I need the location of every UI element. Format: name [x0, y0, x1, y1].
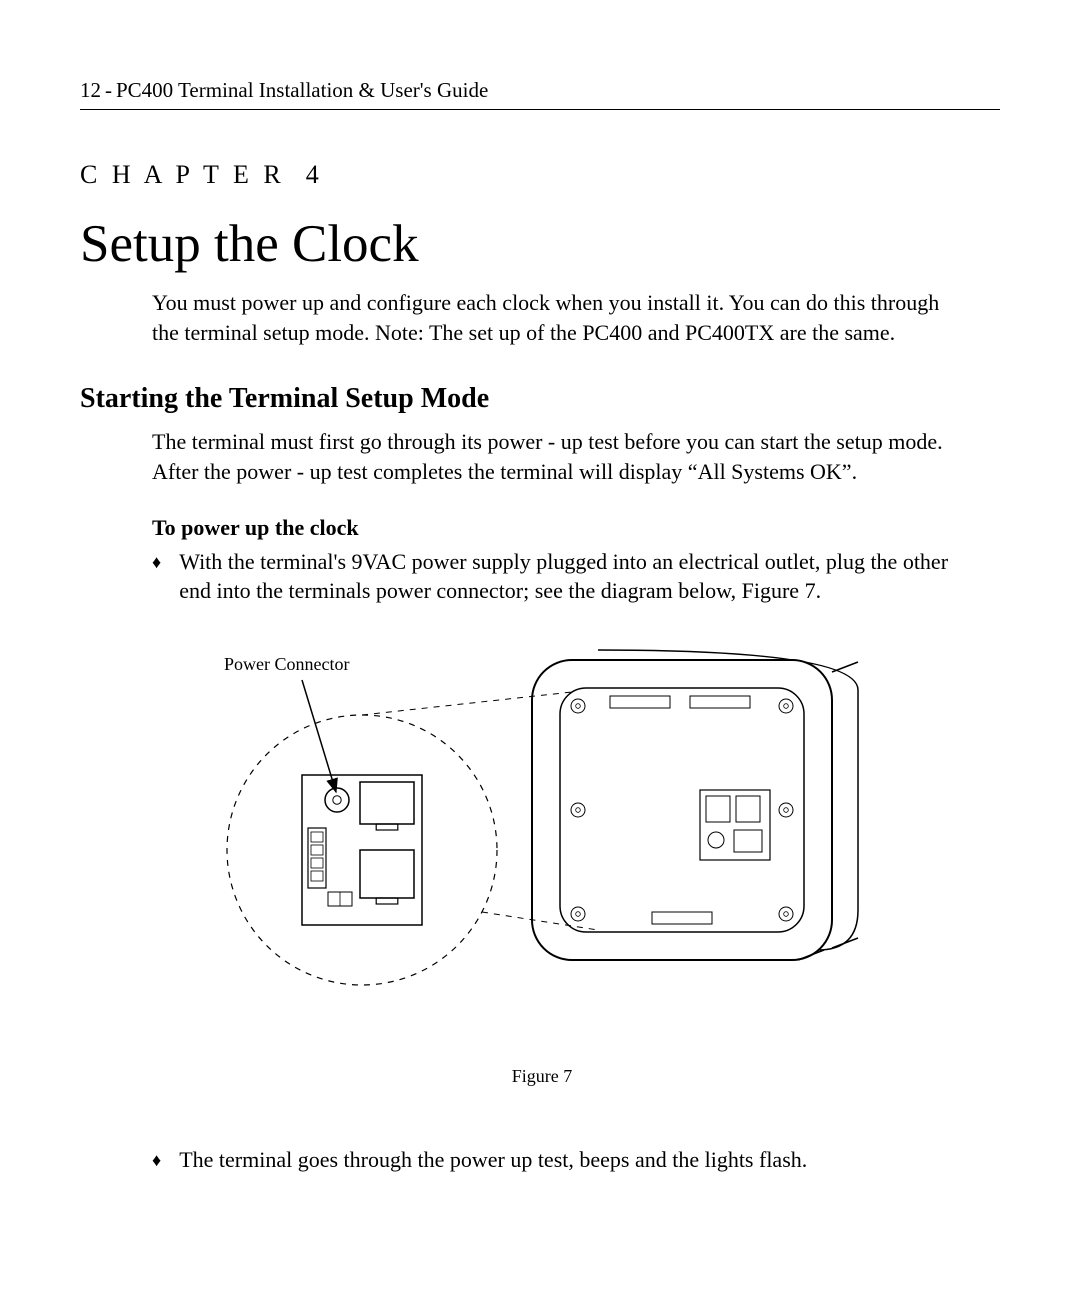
chapter-title: Setup the Clock	[80, 214, 1000, 274]
intro-paragraph: You must power up and configure each clo…	[152, 288, 940, 347]
power-connector-jack	[325, 788, 349, 812]
bullet-list: ♦ With the terminal's 9VAC power supply …	[152, 547, 960, 606]
list-item: ♦ With the terminal's 9VAC power supply …	[152, 547, 960, 606]
bullet-marker-icon: ♦	[152, 1148, 161, 1172]
chapter-number: 4	[306, 160, 323, 189]
subheading-power-up: To power up the clock	[152, 515, 1000, 541]
guide-title: PC400 Terminal Installation & User's Gui…	[116, 78, 488, 103]
section-paragraph: The terminal must first go through its p…	[152, 427, 960, 486]
figure-7-diagram: Power Connector	[152, 640, 932, 1060]
header-separator: -	[105, 78, 112, 103]
figure-caption: Figure 7	[152, 1066, 932, 1087]
list-item: ♦ The terminal goes through the power up…	[152, 1145, 960, 1175]
bullet-text: The terminal goes through the power up t…	[179, 1145, 807, 1175]
page-number: 12	[80, 78, 101, 103]
section-title: Starting the Terminal Setup Mode	[80, 383, 1000, 415]
header-rule	[80, 109, 1000, 110]
diagram-callout-label: Power Connector	[224, 654, 349, 674]
chapter-label-prefix: C H A P T E R	[80, 160, 285, 189]
device-body	[532, 660, 832, 960]
bullet-text: With the terminal's 9VAC power supply pl…	[179, 547, 960, 606]
bullet-list-after-figure: ♦ The terminal goes through the power up…	[152, 1145, 960, 1175]
page-header: 12 - PC400 Terminal Installation & User'…	[80, 78, 1000, 103]
bullet-marker-icon: ♦	[152, 550, 161, 574]
diagram-svg: Power Connector	[152, 640, 932, 1060]
chapter-label: C H A P T E R 4	[80, 160, 1000, 190]
